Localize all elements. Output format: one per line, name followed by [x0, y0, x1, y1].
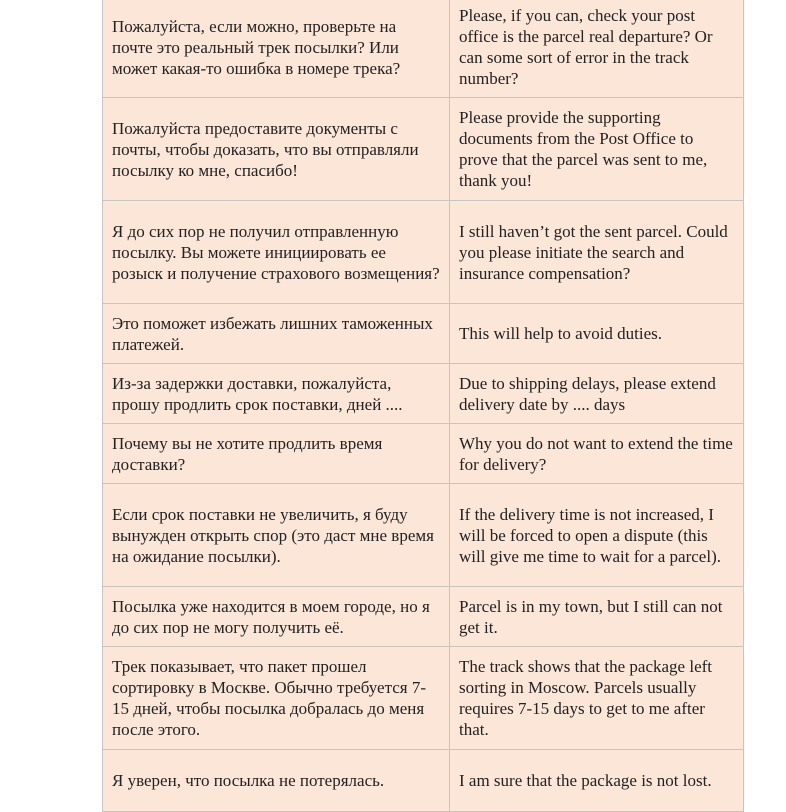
english-cell: Due to shipping delays, please extend de…: [449, 363, 744, 424]
english-cell: Please, if you can, check your post offi…: [449, 0, 744, 98]
table-row: Почему вы не хотите продлить время доста…: [102, 423, 744, 484]
english-cell: If the delivery time is not increased, I…: [449, 483, 744, 587]
russian-cell: Посылка уже находится в моем городе, но …: [102, 586, 450, 647]
table-row: Пожалуйста, если можно, проверьте на поч…: [102, 0, 744, 98]
table-row: Если срок поставки не увеличить, я буду …: [102, 483, 744, 587]
phrase-table: Пожалуйста, если можно, проверьте на поч…: [102, 0, 744, 812]
russian-cell: Если срок поставки не увеличить, я буду …: [102, 483, 450, 587]
russian-cell: Я до сих пор не получил отправленную пос…: [102, 200, 450, 304]
english-cell: The track shows that the package left so…: [449, 646, 744, 750]
table-row: Я до сих пор не получил отправленную пос…: [102, 200, 744, 304]
russian-cell: Пожалуйста предоставите документы с почт…: [102, 97, 450, 201]
table-row: Посылка уже находится в моем городе, но …: [102, 586, 744, 647]
table-row: Я уверен, что посылка не потерялась. I am…: [102, 749, 744, 812]
table-row: Из-за задержки доставки, пожалуйста, про…: [102, 363, 744, 424]
table-wrap: Пожалуйста, если можно, проверьте на поч…: [102, 0, 744, 812]
table-row: Трек показывает, что пакет прошел сортир…: [102, 646, 744, 750]
russian-cell: Почему вы не хотите продлить время доста…: [102, 423, 450, 484]
table-row: Это поможет избежать лишних таможенных п…: [102, 303, 744, 364]
russian-cell: Трек показывает, что пакет прошел сортир…: [102, 646, 450, 750]
russian-cell: Пожалуйста, если можно, проверьте на поч…: [102, 0, 450, 98]
english-cell: Parcel is in my town, but I still can no…: [449, 586, 744, 647]
english-cell: This will help to avoid duties.: [449, 303, 744, 364]
english-cell: I still haven’t got the sent parcel. Cou…: [449, 200, 744, 304]
russian-cell: Это поможет избежать лишних таможенных п…: [102, 303, 450, 364]
english-cell: Please provide the supporting documents …: [449, 97, 744, 201]
russian-cell: Я уверен, что посылка не потерялась.: [102, 749, 450, 812]
english-cell: Why you do not want to extend the time f…: [449, 423, 744, 484]
english-cell: I am sure that the package is not lost.: [449, 749, 744, 812]
table-row: Пожалуйста предоставите документы с почт…: [102, 97, 744, 201]
russian-cell: Из-за задержки доставки, пожалуйста, про…: [102, 363, 450, 424]
